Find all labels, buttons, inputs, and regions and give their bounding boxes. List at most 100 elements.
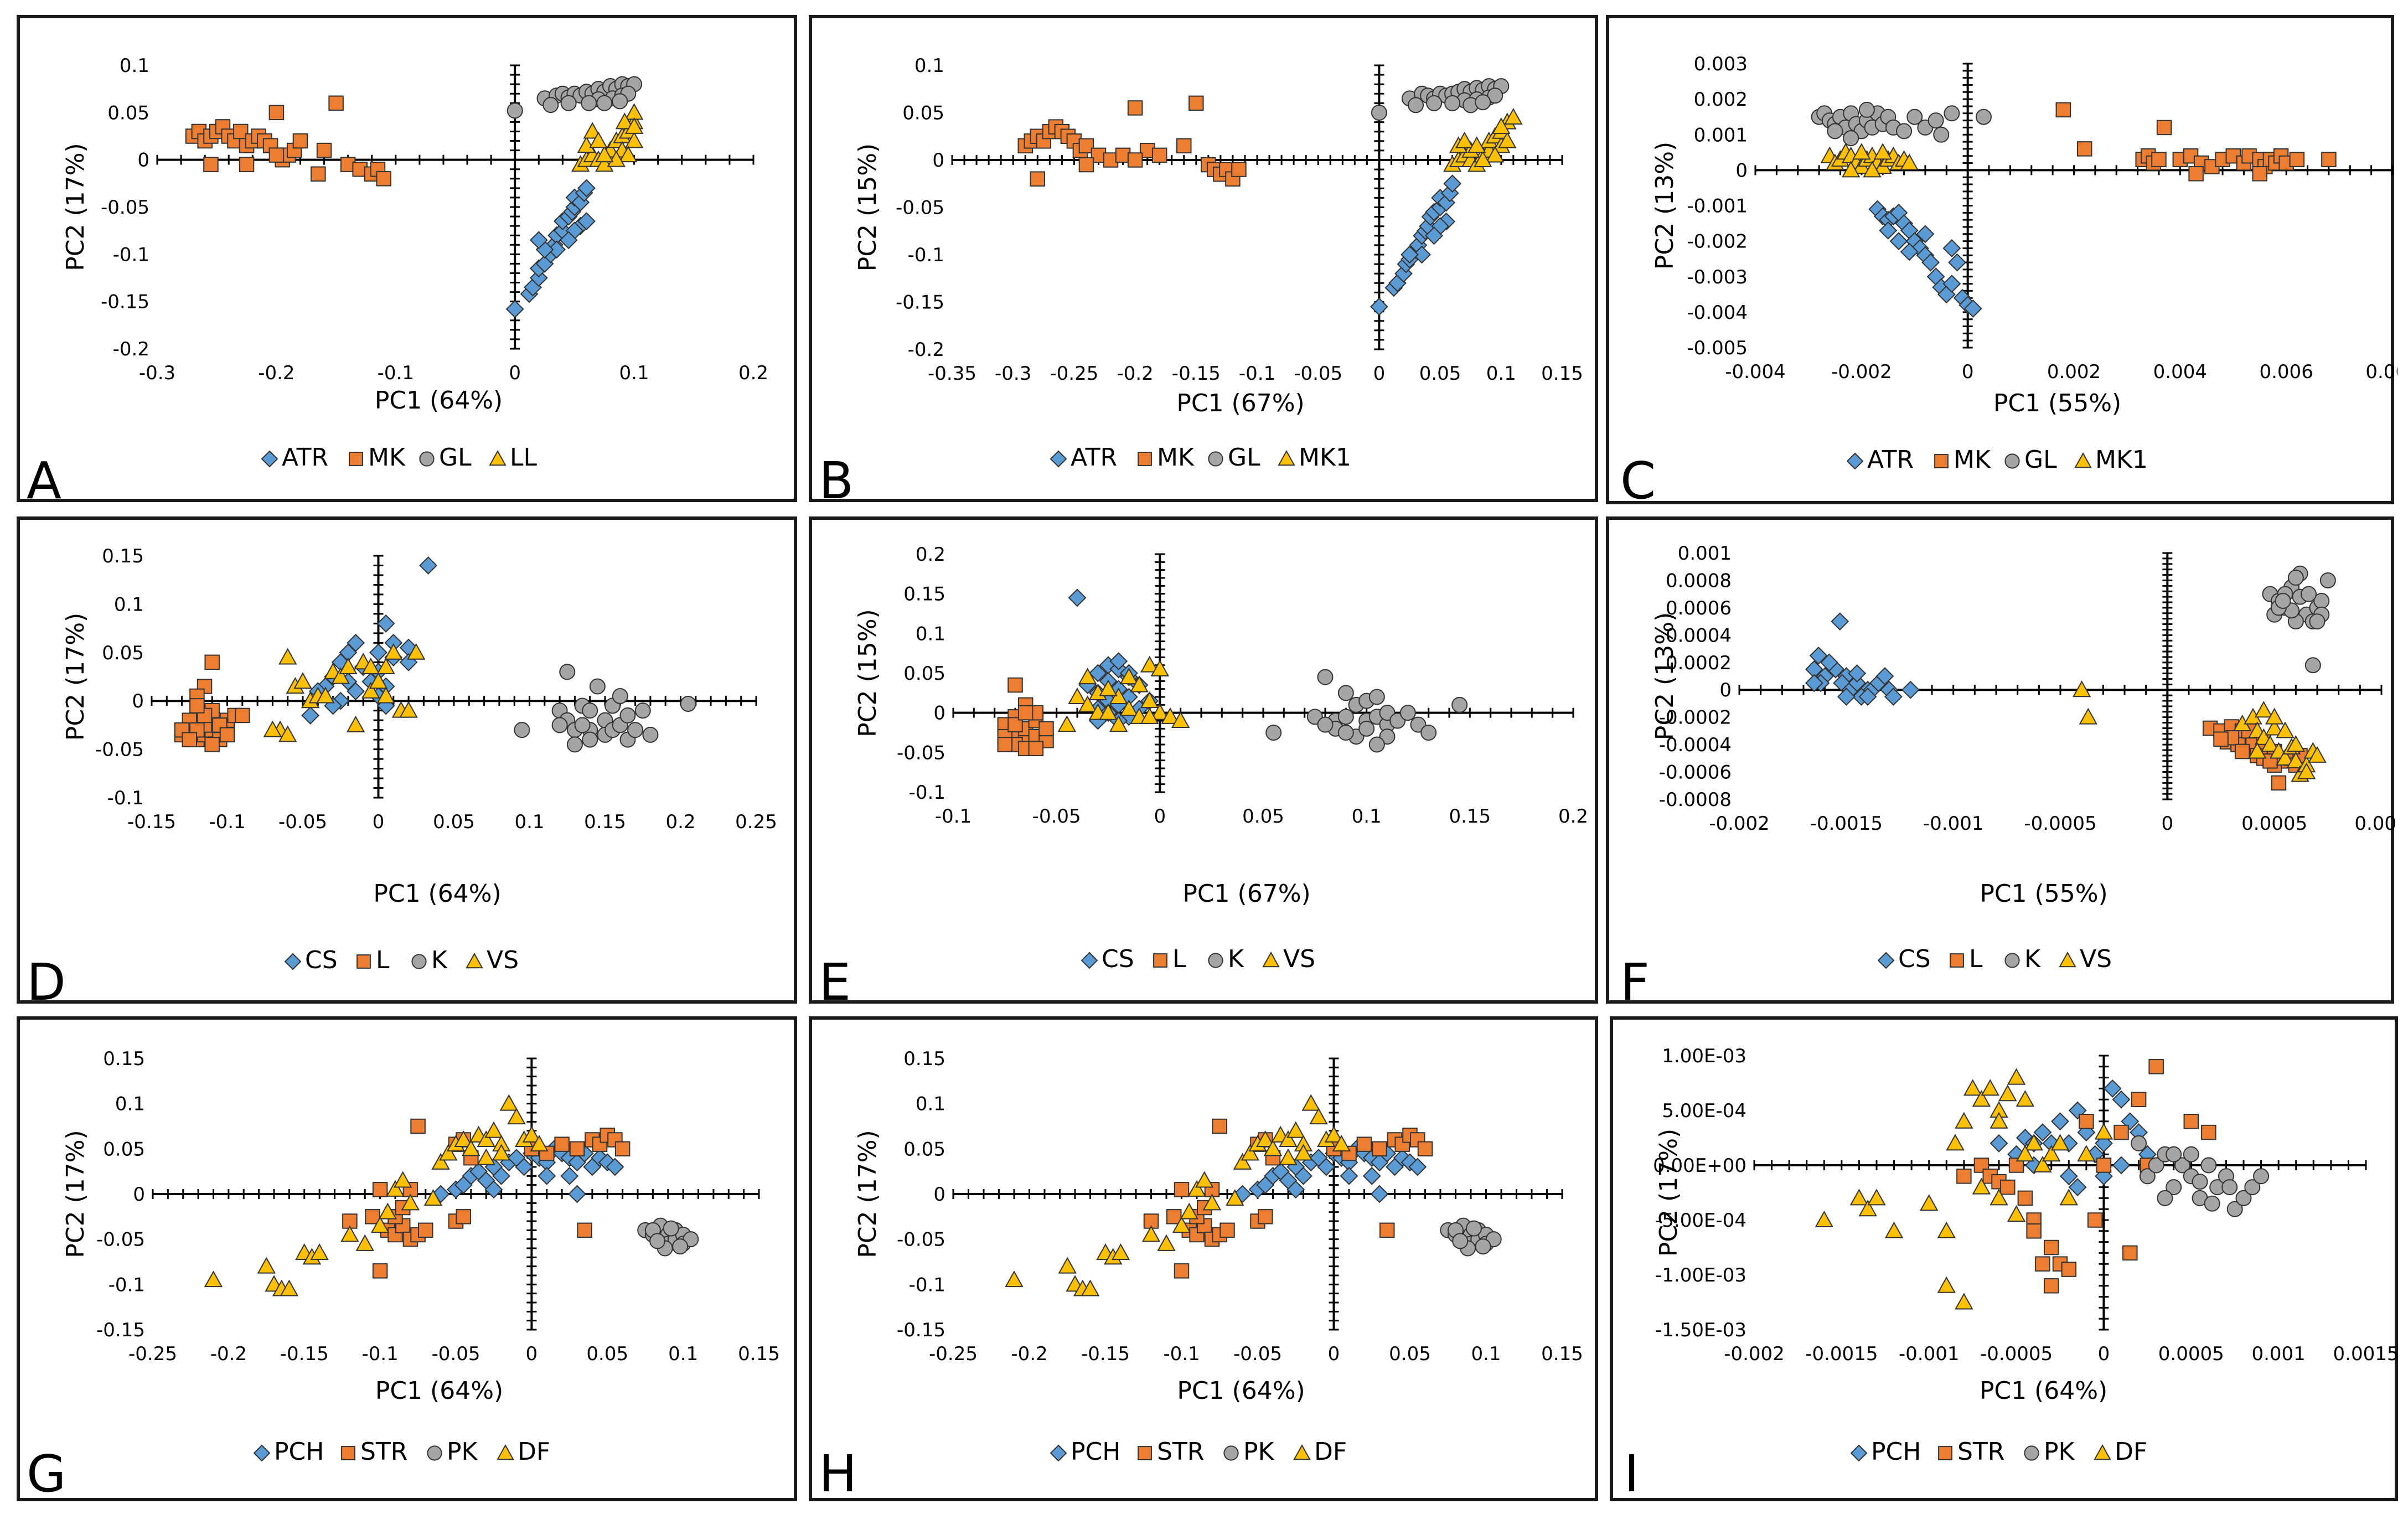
point-df bbox=[1884, 1221, 1904, 1238]
x-tick-label: 0 bbox=[2162, 813, 2174, 835]
point-vs bbox=[361, 657, 380, 675]
point-df bbox=[204, 1270, 223, 1288]
y-tick-label: -0.05 bbox=[897, 1229, 945, 1251]
x-tick-label: -0.1 bbox=[209, 811, 245, 833]
x-tick-label: 0.002 bbox=[2047, 361, 2101, 383]
point-str bbox=[410, 1118, 426, 1134]
point-k bbox=[627, 722, 644, 738]
point-df bbox=[2042, 1145, 2061, 1162]
point-atr bbox=[1900, 242, 1919, 261]
point-df bbox=[1279, 1148, 1298, 1165]
point-k bbox=[514, 722, 530, 738]
y-tick-label: -0.005 bbox=[1687, 337, 1748, 359]
x-tick-label: -0.001 bbox=[1899, 1343, 1960, 1365]
legend-marker-pk bbox=[1223, 1445, 1239, 1461]
point-gl bbox=[1827, 123, 1843, 139]
point-mk bbox=[2151, 152, 2167, 167]
y-tick-label: 0.05 bbox=[107, 102, 149, 124]
y-tick-label: 0.05 bbox=[903, 1138, 945, 1160]
point-k bbox=[2309, 613, 2326, 630]
point-df bbox=[1849, 1189, 1869, 1206]
legend-label-l: L bbox=[376, 946, 390, 974]
x-tick-label: 0.1 bbox=[1486, 363, 1516, 385]
point-df bbox=[530, 1135, 549, 1152]
point-df bbox=[378, 1202, 397, 1220]
x-tick-label: 0.15 bbox=[584, 811, 626, 833]
point-df bbox=[1195, 1171, 1214, 1188]
point-mk bbox=[2252, 166, 2267, 182]
x-tick-label: -0.15 bbox=[1172, 363, 1221, 385]
point-l bbox=[1028, 741, 1044, 756]
point-pk bbox=[2174, 1157, 2190, 1174]
legend-label-df: DF bbox=[2115, 1438, 2147, 1466]
x-tick-label: -0.002 bbox=[1724, 1343, 1785, 1365]
point-gl bbox=[1944, 105, 1960, 122]
x-axis-title: PC1 (64%) bbox=[1980, 1377, 2107, 1405]
legend-label-mk: MK bbox=[368, 443, 406, 472]
points-h bbox=[1005, 1094, 1502, 1296]
y-tick-label: 0.15 bbox=[103, 1048, 145, 1070]
legend-label-vs: VS bbox=[1283, 945, 1315, 973]
point-str bbox=[372, 1182, 388, 1197]
point-vs bbox=[2261, 735, 2280, 752]
point-df bbox=[1226, 1189, 1244, 1206]
point-pch bbox=[1408, 1158, 1427, 1176]
point-gl bbox=[1426, 95, 1443, 111]
legend-label-pch: PCH bbox=[1071, 1438, 1120, 1466]
x-tick-label: 0.15 bbox=[1541, 1343, 1583, 1365]
point-k bbox=[1265, 725, 1282, 741]
panel-d: -0.15 -0.1 -0.05 0 0.05 0.1 0.15 0.2 0.25 0.15 0.1… bbox=[17, 516, 797, 1008]
y-tick-label: 0.0006 bbox=[1666, 597, 1732, 619]
point-df bbox=[484, 1121, 503, 1138]
y-tick-label: 0 bbox=[132, 690, 144, 712]
axes-c: -0.004 -0.002 0 0.002 0.004 0.006 0.008 0.003 0.… bbox=[1651, 53, 2397, 417]
y-tick-label: -0.0006 bbox=[1659, 762, 1732, 784]
legend-marker-k bbox=[2004, 953, 2020, 968]
y-tick-label: -0.1 bbox=[909, 782, 945, 804]
legend-b: ATR MK GL MK1 bbox=[1050, 443, 1351, 472]
point-str bbox=[1379, 1222, 1395, 1238]
point-gl bbox=[1475, 94, 1491, 111]
y-tick-label: -0.002 bbox=[1687, 231, 1748, 253]
point-pk bbox=[2157, 1190, 2173, 1206]
point-str bbox=[2035, 1256, 2050, 1272]
x-tick-label: -0.1 bbox=[1163, 1343, 1200, 1365]
point-k bbox=[1337, 709, 1354, 725]
x-tick-label: -0.2 bbox=[210, 1343, 247, 1365]
y-tick-label: -0.0002 bbox=[1659, 707, 1732, 729]
point-pch bbox=[492, 1166, 511, 1185]
point-vs bbox=[2079, 707, 2097, 725]
y-tick-label: 0.1 bbox=[115, 1093, 145, 1115]
point-ll bbox=[624, 117, 644, 134]
axes-f: -0.002 -0.0015 -0.001 -0.0005 0 0.0005 0.001 0.… bbox=[1651, 542, 2397, 908]
point-atr bbox=[529, 231, 548, 250]
point-mk1 bbox=[1467, 136, 1486, 153]
point-str bbox=[372, 1263, 388, 1279]
point-pch bbox=[1370, 1185, 1389, 1203]
point-df bbox=[1920, 1194, 1939, 1211]
legend-marker-k bbox=[1208, 953, 1223, 968]
x-tick-label: 0 bbox=[1154, 805, 1166, 828]
point-mk bbox=[311, 166, 326, 182]
legend-marker-mk bbox=[349, 452, 363, 466]
point-df bbox=[401, 1193, 420, 1211]
point-df bbox=[1981, 1079, 1999, 1096]
y-tick-label: 0.001 bbox=[1678, 542, 1732, 565]
point-k bbox=[1337, 725, 1354, 741]
point-pk bbox=[2148, 1157, 2164, 1174]
point-cs bbox=[419, 556, 438, 575]
legend-marker-cs bbox=[284, 953, 302, 970]
legend-d: CS L K VS bbox=[284, 946, 519, 974]
point-str bbox=[456, 1209, 471, 1224]
x-tick-label: 0.2 bbox=[738, 362, 768, 384]
point-df bbox=[1963, 1079, 1982, 1096]
panel-letter-f: F bbox=[1620, 953, 1650, 1012]
legend-marker-pch bbox=[1050, 1444, 1067, 1462]
legend-marker-cs bbox=[1877, 952, 1895, 969]
point-gl bbox=[1933, 126, 1950, 143]
point-pk bbox=[2221, 1179, 2238, 1196]
point-k bbox=[612, 688, 628, 704]
chart-g: -0.25 -0.2 -0.15 -0.1 -0.05 0 0.05 0.1 0.15 0.15 0… bbox=[61, 1048, 780, 1466]
point-pk bbox=[2183, 1146, 2199, 1162]
legend-marker-vs bbox=[466, 952, 483, 969]
